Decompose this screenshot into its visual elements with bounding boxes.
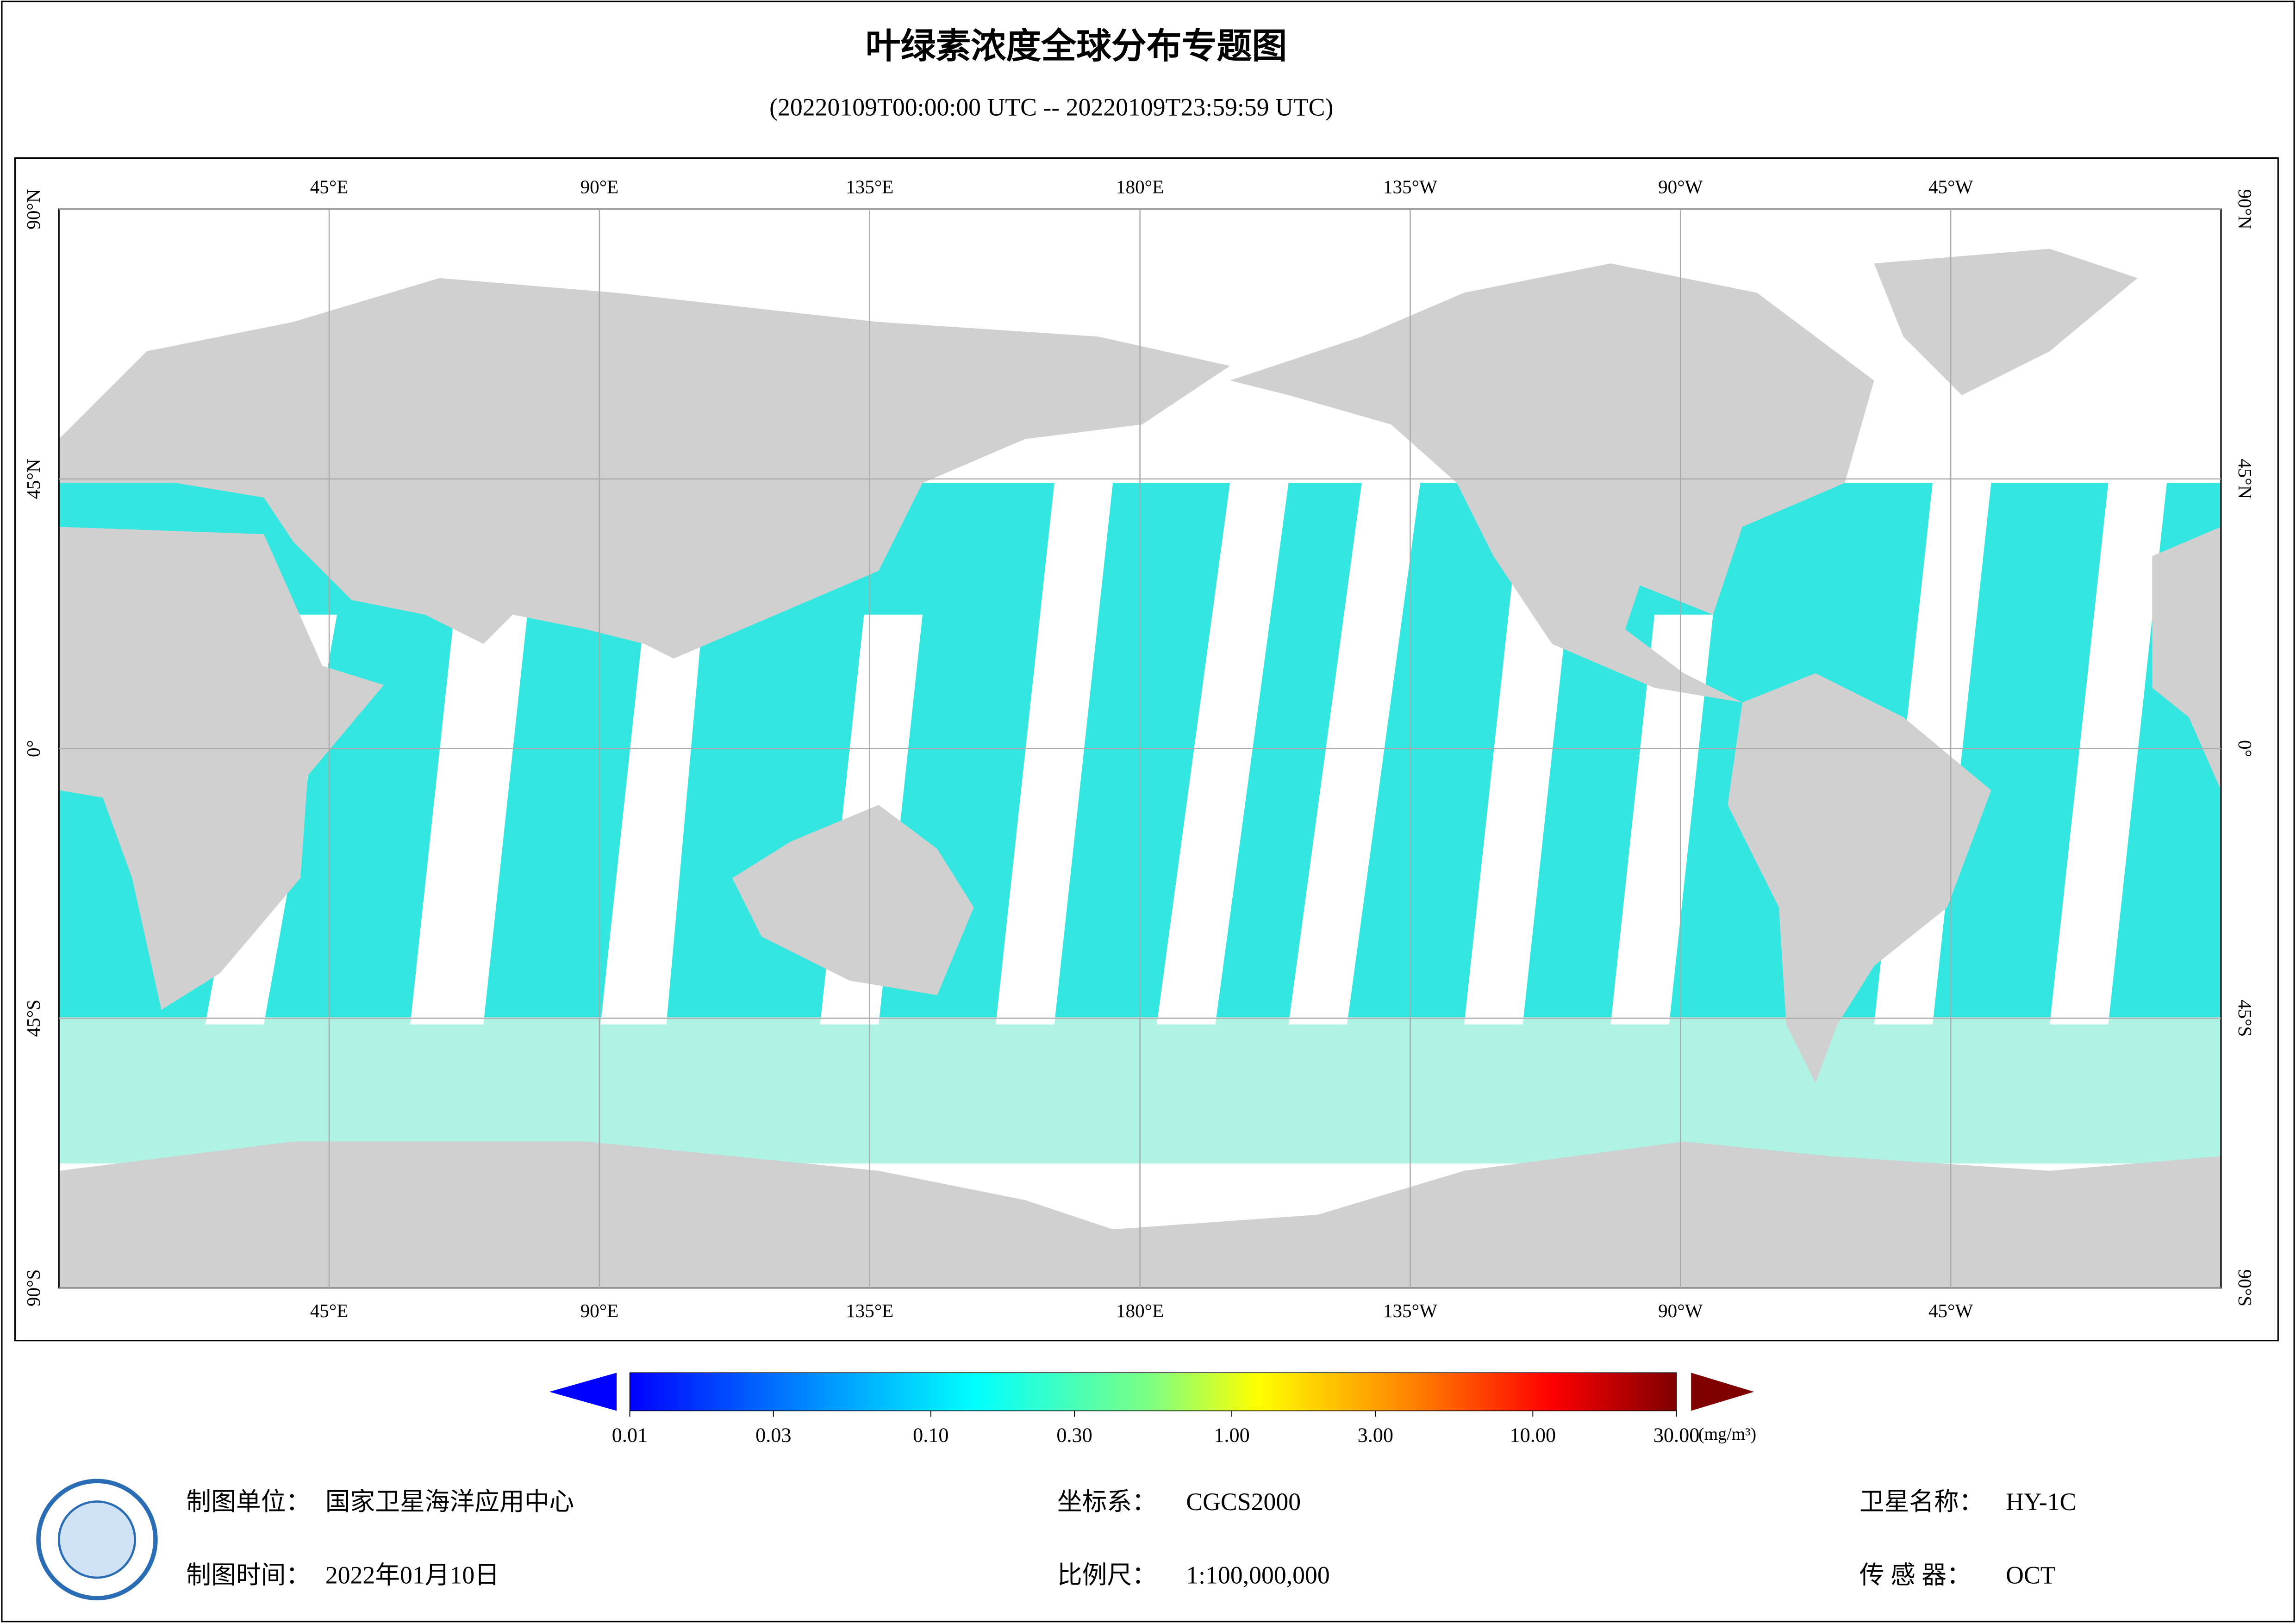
footer-label: 制图单位： (186, 1488, 311, 1516)
lon-label: 135°E (846, 1300, 893, 1321)
lat-label: 90°S (2234, 1269, 2256, 1306)
lat-label: 0° (23, 740, 44, 757)
colorbar-arrow-low (549, 1373, 617, 1411)
lat-label: 90°N (23, 189, 44, 230)
colorbar-tick-label: 0.01 (612, 1424, 648, 1447)
colorbar-unit: (mg/m³) (1698, 1424, 1756, 1444)
lon-label: 45°E (310, 176, 349, 197)
footer-label: 传 感 器： (1859, 1561, 1972, 1589)
lat-label: 90°N (2234, 189, 2256, 230)
colorbar-tick-label: 0.30 (1056, 1424, 1092, 1447)
lon-label: 180°E (1116, 1300, 1164, 1321)
lon-label: 45°E (310, 1300, 349, 1321)
lon-label: 45°W (1928, 176, 1973, 197)
lat-label: 45°N (2234, 459, 2256, 499)
lat-label: 0° (2234, 740, 2256, 757)
colorbar-tick-label: 1.00 (1214, 1424, 1249, 1447)
footer-label: 卫星名称： (1859, 1488, 1984, 1516)
logo-inner (57, 1500, 137, 1579)
lon-label: 135°W (1383, 176, 1437, 197)
footer-value: CGCS2000 (1186, 1488, 1301, 1516)
title: 叶绿素浓度全球分布专题图 (866, 25, 1287, 66)
footer-value: 2022年01月10日 (325, 1561, 499, 1589)
lat-label: 90°S (23, 1269, 44, 1306)
footer-value: HY-1C (2006, 1488, 2076, 1516)
lon-label: 90°E (580, 176, 619, 197)
colorbar-tick-label: 3.00 (1358, 1424, 1393, 1447)
map-border (14, 157, 2279, 1342)
footer-value: OCT (2006, 1561, 2056, 1589)
footer-label: 坐标系： (1057, 1488, 1157, 1516)
colorbar-tick-label: 0.10 (913, 1424, 948, 1447)
lon-label: 135°E (846, 176, 893, 197)
lat-label: 45°S (23, 1000, 44, 1037)
lon-label: 45°W (1928, 1300, 1973, 1321)
footer-value: 1:100,000,000 (1186, 1561, 1330, 1589)
lat-label: 45°S (2234, 1000, 2256, 1037)
lat-label: 45°N (23, 459, 44, 499)
colorbar (629, 1372, 1677, 1412)
subtitle: (20220109T00:00:00 UTC -- 20220109T23:59… (769, 93, 1333, 121)
footer-label: 比例尺： (1057, 1561, 1157, 1589)
colorbar-arrow-high (1691, 1373, 1754, 1411)
lon-label: 180°E (1116, 176, 1164, 197)
footer-label: 制图时间： (186, 1561, 311, 1589)
lon-label: 90°W (1658, 1300, 1703, 1321)
colorbar-tick-label: 30.00 (1653, 1424, 1700, 1447)
lon-label: 90°W (1658, 176, 1703, 197)
lon-label: 135°W (1383, 1300, 1437, 1321)
lon-label: 90°E (580, 1300, 619, 1321)
colorbar-tick-label: 10.00 (1510, 1424, 1556, 1447)
colorbar-tick-label: 0.03 (755, 1424, 791, 1447)
footer-value: 国家卫星海洋应用中心 (325, 1488, 574, 1516)
